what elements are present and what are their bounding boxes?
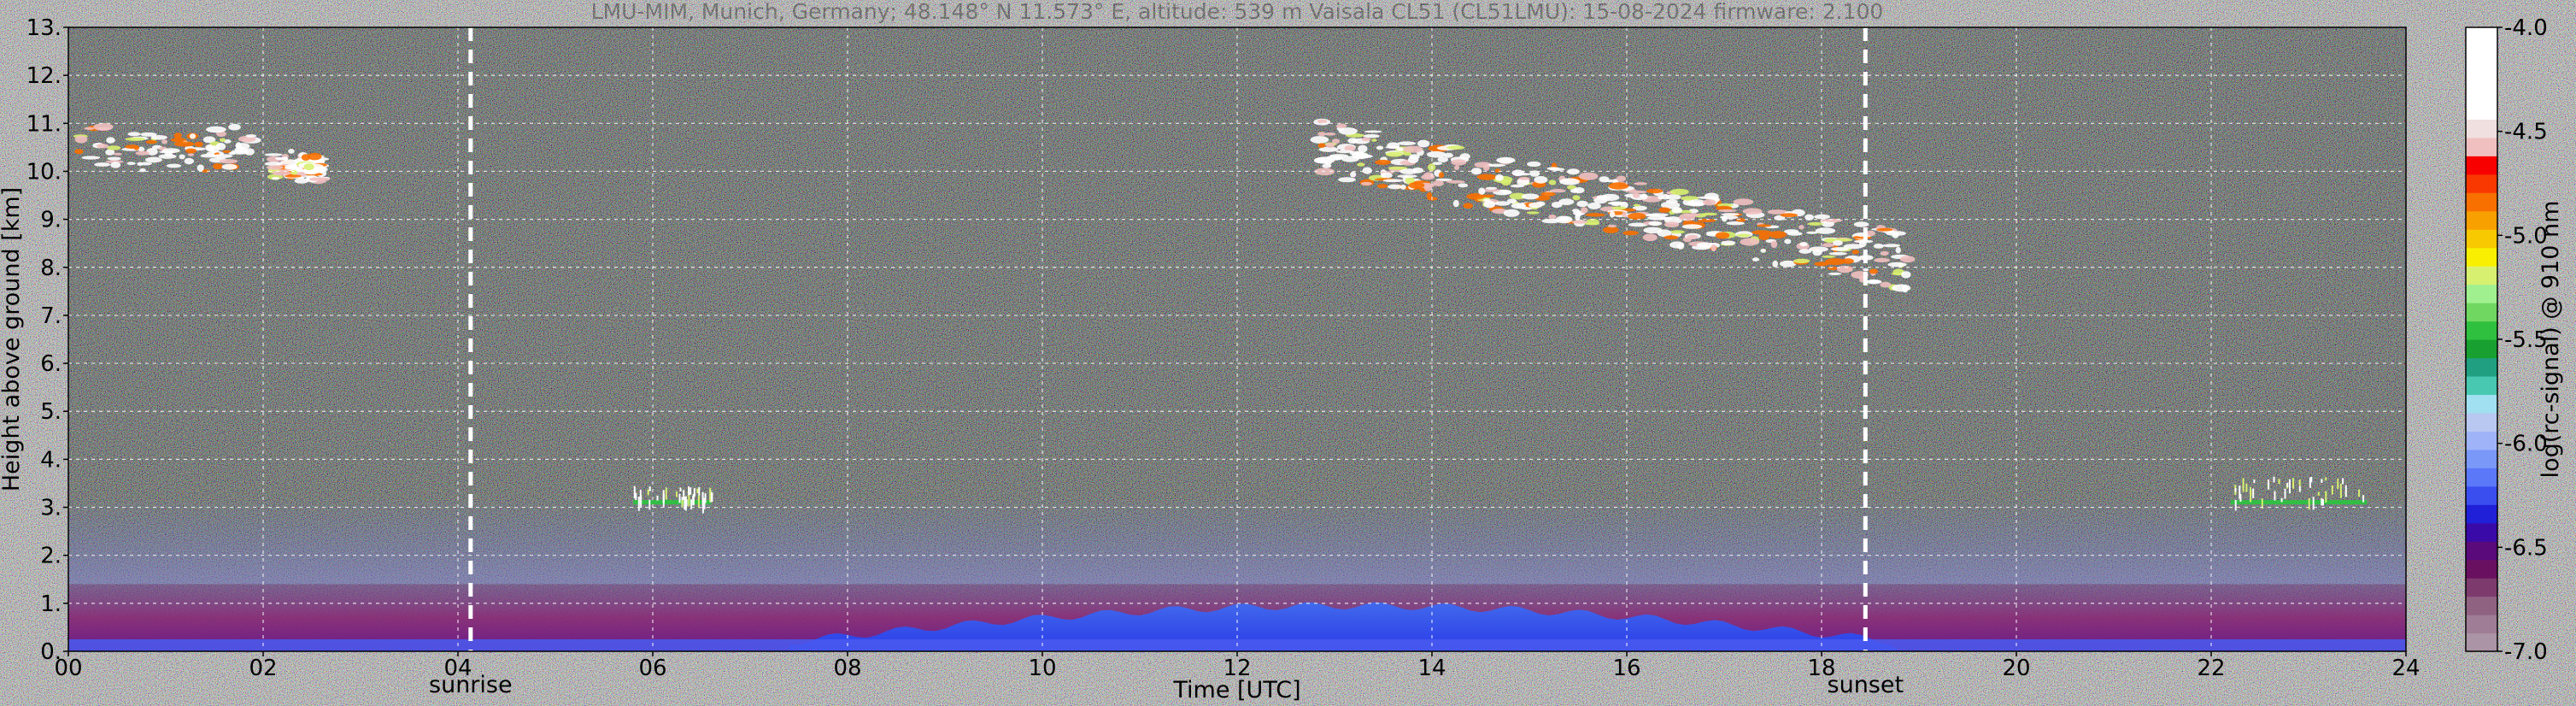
x-tick-label-5: 10 [1028,656,1056,681]
feature-cirrus-1 [264,149,331,185]
y-tick-label-6: 6. [40,351,62,377]
y-tick-label-11: 11. [26,111,62,137]
colorbar-swatch-33 [2466,27,2497,47]
colorbar-swatch-29 [2466,100,2497,120]
colorbar-tick-label-4: -6.0 [2504,432,2548,457]
x-tick-label-6: 12 [1223,656,1251,681]
x-tick-label-3: 06 [638,656,666,681]
x-tick-label-11: 22 [2197,656,2225,681]
colorbar-tick-label-2: -5.0 [2504,223,2548,249]
colorbar-tick-label-3: -5.5 [2504,327,2548,353]
colorbar-swatch-2 [2466,596,2497,615]
colorbar-swatch-7 [2466,504,2497,524]
colorbar-swatch-24 [2466,192,2497,212]
y-tick-label-9: 9. [40,208,62,233]
x-tick-label-4: 08 [833,656,861,681]
x-tick-label-0: 00 [54,656,82,681]
y-tick-label-1: 1. [40,591,62,617]
y-axis-label: Height above ground [km] [0,187,25,491]
y-axis-ticks: 0. 1. 2. 3. 4. 5. 6. 7. 8. 9. 10. 11. 12. 13. [26,15,68,665]
colorbar-swatch-11 [2466,431,2497,450]
colorbar-swatch-25 [2466,174,2497,193]
chart-title: LMU-MIM, Munich, Germany; 48.148° N 11.5… [591,0,1884,24]
colorbar-tick-label-0: -4.0 [2504,15,2548,41]
grid-lines [68,27,2406,651]
colorbar-swatch-9 [2466,468,2497,487]
colorbar-swatch-17 [2466,321,2497,340]
colorbar-swatch-12 [2466,412,2497,432]
x-tick-label-2: 04 [443,656,472,681]
colorbar-swatch-27 [2466,137,2497,156]
colorbar-tick-label-1: -4.5 [2504,120,2548,145]
y-tick-label-10: 10. [26,159,62,185]
colorbar-swatch-19 [2466,284,2497,303]
y-tick-label-5: 5. [40,399,62,425]
x-axis-ticks: 00 02 04 06 08 10 12 14 16 18 20 22 24 [54,651,2421,681]
annotation-label-sunset: sunset [1828,672,1904,698]
feature-cirrus-0 [73,123,261,173]
colorbar-swatch-32 [2466,45,2497,65]
colorbar-swatch-1 [2466,615,2497,634]
y-tick-label-2: 2. [40,544,62,569]
colorbar-swatch-8 [2466,485,2497,505]
annotation-label-sunrise: sunrise [429,672,513,698]
colorbar-swatch-20 [2466,266,2497,285]
colorbar-swatch-21 [2466,247,2497,267]
colorbar-swatch-15 [2466,357,2497,377]
x-tick-label-9: 18 [1807,656,1835,681]
colorbar-swatch-31 [2466,63,2497,84]
y-tick-label-4: 4. [40,447,62,473]
colorbar-swatch-13 [2466,394,2497,414]
feature-convective-layer [789,602,1900,651]
colorbar-swatch-6 [2466,522,2497,542]
y-tick-label-12: 12. [26,63,62,89]
colorbar-swatch-22 [2466,229,2497,249]
x-axis-label: Time [UTC] [1172,677,1300,703]
colorbar-swatch-10 [2466,449,2497,468]
x-tick-label-8: 16 [1612,656,1640,681]
y-tick-label-7: 7. [40,303,62,329]
plot-area: sunrise sunset [67,26,2407,698]
colorbar-tick-label-6: -7.0 [2504,639,2548,665]
feature-cirrus-2 [1310,118,1916,293]
colorbar-swatch-16 [2466,339,2497,359]
colorbar-swatch-18 [2466,303,2497,322]
colorbar-swatch-30 [2466,82,2497,102]
x-tick-label-7: 14 [1417,656,1446,681]
x-tick-label-12: 24 [2391,656,2420,681]
colorbar-swatch-14 [2466,375,2497,396]
colorbar-swatch-3 [2466,578,2497,597]
x-tick-label-1: 02 [249,656,277,681]
colorbar-label: log(rc-signal) @ 910 nm [2538,201,2564,479]
colorbar-swatch-23 [2466,210,2497,230]
y-tick-label-0: 0. [40,639,62,665]
colorbar: -4.0 -4.5 -5.0 -5.5 -6.0 -6.5 -7.0 [2465,15,2548,665]
colorbar-swatch-26 [2466,156,2497,175]
sun-annotations: sunrise sunset [429,27,1904,698]
colorbar-swatch-5 [2466,541,2497,561]
colorbar-swatch-0 [2466,632,2497,652]
y-tick-label-13: 13. [26,15,62,41]
x-tick-label-10: 20 [2002,656,2030,681]
colorbar-tick-label-5: -6.5 [2504,535,2548,561]
colorbar-swatch-4 [2466,559,2497,579]
y-tick-label-8: 8. [40,256,62,281]
colorbar-swatch-28 [2466,119,2497,138]
feature-aerosol-layer [68,497,2406,585]
y-tick-label-3: 3. [40,496,62,521]
